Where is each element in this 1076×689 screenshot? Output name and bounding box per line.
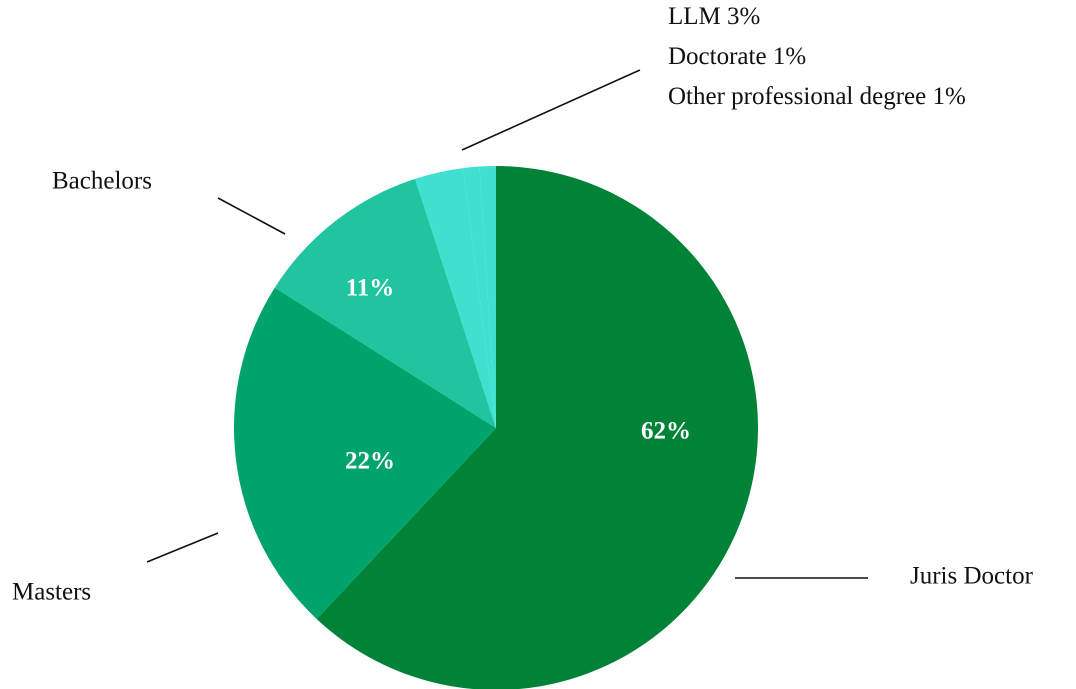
category-label: Other professional degree [668,83,926,110]
pie-slice [463,166,496,428]
value-label: 22% [345,448,395,475]
slice-label: Other professional degree 1% [668,83,966,110]
category-label: Masters [12,579,91,606]
category-label: Juris Doctor [910,563,1034,590]
value-label: 3% [727,3,760,30]
leader-line [146,532,219,563]
value-label: 1% [932,83,965,110]
category-label: Bachelors [52,168,152,195]
pie-slice [415,168,496,428]
category-label: LLM [668,3,721,30]
value-label: 11% [346,275,395,302]
pie-slice [479,166,496,428]
leader-line [217,197,286,235]
value-label: 1% [773,43,806,70]
leader-line [461,69,641,151]
category-label: Doctorate [668,43,767,70]
pie-slice [274,178,496,428]
pie-slice [316,166,758,689]
slice-label: LLM 3% [668,3,760,30]
value-label: 62% [641,418,691,445]
pie-slice [233,287,496,619]
slice-label: Doctorate 1% [668,43,806,70]
